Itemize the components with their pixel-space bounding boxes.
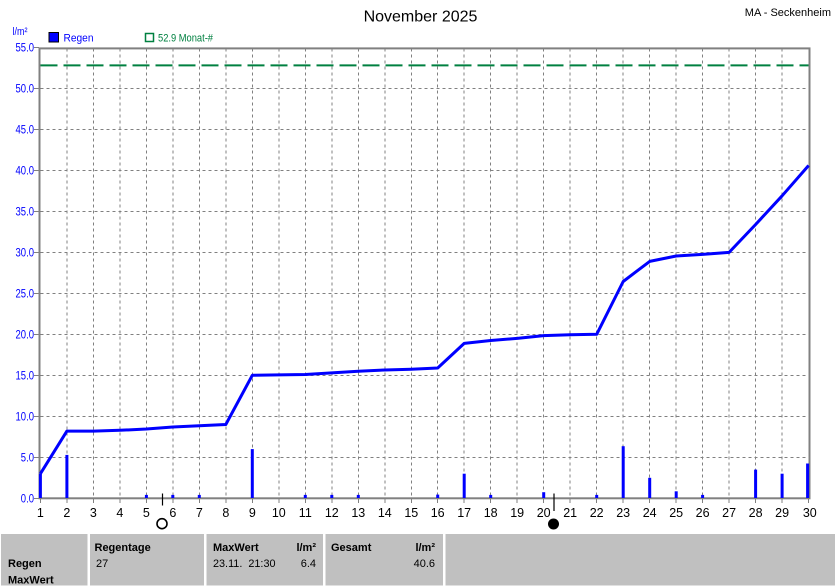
svg-text:5.0: 5.0 xyxy=(21,453,34,465)
svg-text:7: 7 xyxy=(196,506,203,520)
svg-text:50.0: 50.0 xyxy=(16,84,35,96)
svg-text:24: 24 xyxy=(643,506,657,520)
svg-text:Regen: Regen xyxy=(64,33,94,45)
svg-text:52.9 Monat-#: 52.9 Monat-# xyxy=(158,33,214,45)
svg-text:Gesamt: Gesamt xyxy=(331,542,372,554)
svg-text:10: 10 xyxy=(272,506,286,520)
svg-text:45.0: 45.0 xyxy=(16,125,35,137)
svg-text:l/m²: l/m² xyxy=(415,542,435,554)
svg-text:26: 26 xyxy=(696,506,710,520)
svg-text:40.0: 40.0 xyxy=(16,166,35,178)
svg-text:22: 22 xyxy=(590,506,604,520)
svg-text:19: 19 xyxy=(510,506,524,520)
svg-text:28: 28 xyxy=(749,506,763,520)
svg-text:29: 29 xyxy=(775,506,789,520)
svg-text:30: 30 xyxy=(803,506,817,520)
svg-text:13: 13 xyxy=(351,506,365,520)
svg-text:35.0: 35.0 xyxy=(16,207,35,219)
svg-text:1: 1 xyxy=(37,506,44,520)
svg-text:5: 5 xyxy=(143,506,150,520)
svg-text:MaxWert: MaxWert xyxy=(213,542,259,554)
svg-text:Regentage: Regentage xyxy=(95,542,151,554)
svg-text:20: 20 xyxy=(537,506,551,520)
svg-text:3: 3 xyxy=(90,506,97,520)
svg-text:11: 11 xyxy=(299,506,312,520)
svg-text:16: 16 xyxy=(431,506,445,520)
svg-text:10.0: 10.0 xyxy=(16,412,35,424)
svg-text:Regen: Regen xyxy=(8,558,42,570)
svg-text:9: 9 xyxy=(249,506,256,520)
svg-text:55.0: 55.0 xyxy=(16,43,35,55)
svg-text:27: 27 xyxy=(722,506,736,520)
svg-text:6: 6 xyxy=(169,506,176,520)
svg-text:l/m²: l/m² xyxy=(296,542,316,554)
svg-text:15: 15 xyxy=(404,506,418,520)
svg-text:8: 8 xyxy=(222,506,229,520)
svg-text:23: 23 xyxy=(616,506,630,520)
svg-text:17: 17 xyxy=(457,506,471,520)
svg-text:6.4: 6.4 xyxy=(301,558,316,570)
svg-text:27: 27 xyxy=(96,558,108,570)
svg-text:l/m²: l/m² xyxy=(13,26,28,38)
svg-text:15.0: 15.0 xyxy=(16,371,35,383)
svg-text:14: 14 xyxy=(378,506,392,520)
svg-text:0.0: 0.0 xyxy=(21,494,34,506)
svg-text:November 2025: November 2025 xyxy=(364,9,478,26)
svg-text:23.11. 21:30: 23.11. 21:30 xyxy=(213,558,276,570)
svg-text:4: 4 xyxy=(116,506,123,520)
svg-text:2: 2 xyxy=(63,506,70,520)
svg-text:40.6: 40.6 xyxy=(414,558,435,570)
svg-text:25: 25 xyxy=(669,506,683,520)
svg-text:MaxWert: MaxWert xyxy=(8,575,54,587)
svg-text:18: 18 xyxy=(484,506,498,520)
svg-text:12: 12 xyxy=(325,506,339,520)
svg-text:21: 21 xyxy=(563,506,577,520)
svg-text:20.0: 20.0 xyxy=(16,330,35,342)
svg-text:MA - Seckenheim: MA - Seckenheim xyxy=(745,7,831,19)
svg-text:25.0: 25.0 xyxy=(16,289,35,301)
svg-text:30.0: 30.0 xyxy=(16,248,35,260)
